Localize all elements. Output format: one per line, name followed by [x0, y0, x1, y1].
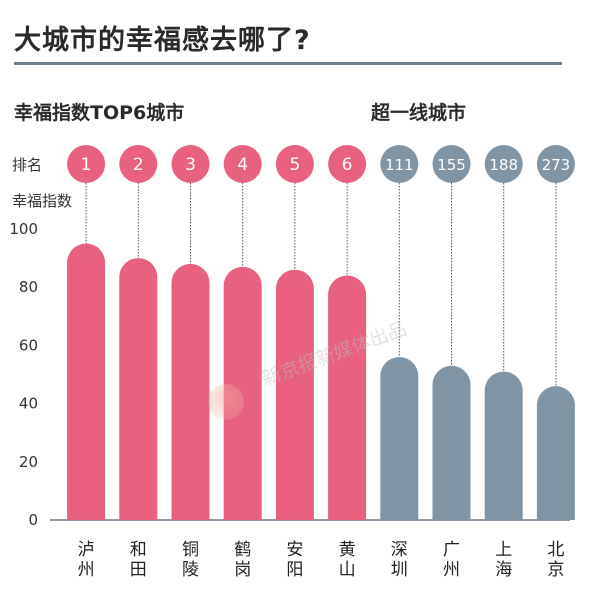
y-tick-label: 0	[28, 511, 38, 529]
x-tick-label: 陵	[182, 560, 199, 580]
subtitle-tier1: 超一线城市	[371, 102, 467, 124]
rank-value: 155	[437, 156, 466, 174]
watermark-logo-icon	[208, 384, 244, 420]
x-tick-label: 州	[443, 560, 460, 580]
x-tick-label: 山	[339, 560, 356, 580]
y-tick-label: 40	[19, 395, 38, 413]
x-tick-label: 泸	[78, 540, 95, 560]
bar	[119, 258, 158, 520]
rank-value: 3	[185, 155, 196, 175]
y-tick-label: 20	[19, 453, 38, 471]
chart-title: 大城市的幸福感去哪了?	[14, 25, 311, 56]
x-tick-label: 铜	[182, 540, 199, 560]
rank-badge	[484, 145, 523, 183]
bar	[171, 263, 210, 520]
rank-label: 排名	[12, 156, 42, 174]
bar	[536, 386, 575, 520]
rank-badge	[275, 145, 314, 183]
x-tick-label: 鹤	[234, 540, 251, 560]
x-tick-label: 圳	[391, 560, 408, 580]
x-tick-label: 海	[495, 560, 512, 580]
rank-badge	[328, 145, 367, 183]
x-tick-label: 黄	[339, 540, 356, 560]
y-tick-label: 80	[19, 278, 38, 296]
rank-badge	[67, 145, 106, 183]
x-tick-label: 州	[78, 560, 95, 580]
x-tick-label: 阳	[286, 560, 303, 580]
bar	[380, 357, 419, 520]
rank-value: 188	[489, 156, 518, 174]
bar	[67, 243, 106, 520]
title-rule	[14, 62, 562, 65]
y-tick-label: 60	[19, 336, 38, 354]
bar	[484, 371, 523, 520]
y-tick-label: 100	[9, 220, 38, 238]
rank-badge	[171, 145, 210, 183]
bar	[432, 365, 471, 520]
x-tick-label: 安	[286, 540, 303, 560]
rank-badge	[536, 145, 575, 183]
subtitle-top6: 幸福指数TOP6城市	[14, 102, 185, 124]
rank-value: 1	[81, 155, 92, 175]
x-tick-label: 广	[443, 540, 460, 560]
rank-value: 273	[542, 156, 571, 174]
x-tick-label: 京	[547, 560, 564, 580]
rank-value: 111	[385, 156, 414, 174]
rank-badge	[223, 145, 262, 183]
x-tick-label: 岗	[234, 560, 251, 580]
x-tick-label: 深	[391, 540, 408, 560]
rank-value: 4	[237, 155, 248, 175]
bar	[223, 266, 262, 520]
x-tick-label: 和	[130, 540, 147, 560]
bar	[328, 275, 367, 520]
y-axis-label: 幸福指数	[12, 192, 72, 210]
bar	[275, 269, 314, 520]
x-tick-label: 上	[495, 540, 512, 560]
rank-badge	[432, 145, 471, 183]
rank-badge	[119, 145, 158, 183]
rank-value: 2	[133, 155, 144, 175]
rank-value: 6	[342, 155, 353, 175]
x-tick-label: 田	[130, 560, 147, 580]
rank-badge	[380, 145, 419, 183]
x-tick-label: 北	[547, 540, 564, 560]
rank-value: 5	[289, 155, 300, 175]
